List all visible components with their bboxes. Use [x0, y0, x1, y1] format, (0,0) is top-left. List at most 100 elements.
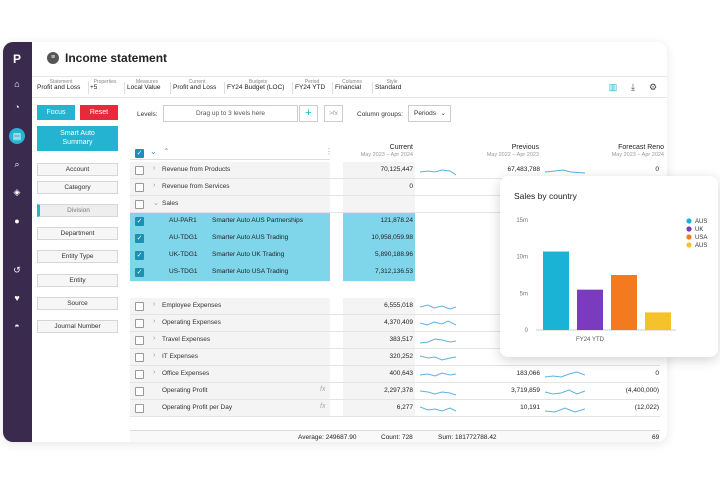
filter-division[interactable]: Division: [37, 204, 118, 217]
user-icon[interactable]: ●: [14, 216, 20, 226]
chevron-right-icon[interactable]: ›: [153, 165, 156, 172]
chevron-down-icon: ⌄: [440, 110, 446, 117]
row-label: IT Expenses: [162, 353, 199, 360]
gauge-icon[interactable]: ◓: [14, 321, 20, 331]
select-all-checkbox[interactable]: ✓: [135, 149, 144, 158]
row-checkbox[interactable]: [135, 166, 144, 175]
current-label: Current: [188, 79, 206, 85]
summary-button[interactable]: Smart Auto Summary: [37, 126, 118, 151]
levels-dropzone[interactable]: Drag up to 3 levels here: [163, 105, 298, 122]
row-checkbox[interactable]: [135, 370, 144, 379]
entity-name: Smarter Auto AUS Trading: [212, 234, 289, 241]
row-checkbox[interactable]: ✓: [135, 217, 144, 226]
table-row[interactable]: › Travel Expenses 383,517: [130, 332, 660, 349]
table-row[interactable]: ✓ UK-TDG1 Smarter Auto UK Trading 5,890,…: [130, 247, 660, 264]
selected-block-left: [130, 213, 330, 281]
report-icon[interactable]: ▤: [9, 128, 25, 144]
style-selector[interactable]: Style Standard: [375, 79, 409, 91]
row-checkbox[interactable]: [135, 353, 144, 362]
sidebar: P ⌂ ◔ ▤ ⌕ ◈ ● ↺ ♥ ◓: [3, 42, 32, 442]
table-row[interactable]: › IT Expenses 320,252: [130, 349, 660, 366]
columns-selector[interactable]: Columns Financial: [335, 79, 369, 91]
budgets-selector[interactable]: Budgets FY24 Budget (LOC): [227, 79, 289, 91]
col-previous-header[interactable]: Previous May 2022 – Apr 2023: [443, 144, 539, 158]
reset-button[interactable]: Reset: [80, 105, 118, 120]
statement-selector[interactable]: Statement Profit and Loss: [37, 79, 85, 91]
row-checkbox[interactable]: [135, 183, 144, 192]
entity-code: UK-TDG1: [169, 251, 198, 258]
row-checkbox[interactable]: ✓: [135, 268, 144, 277]
expand-all-icon[interactable]: ⌄: [150, 147, 157, 156]
column-groups-select[interactable]: Periods ⌄: [408, 105, 451, 122]
filter-journal-number[interactable]: Journal Number: [37, 320, 118, 333]
sparkline: [420, 390, 456, 396]
current-selector[interactable]: Current Profit and Loss: [173, 79, 221, 91]
sparkline: [545, 407, 585, 413]
col-current-header[interactable]: Current May 2023 – Apr 2024: [333, 144, 413, 158]
pie-chart-icon[interactable]: ◔: [14, 102, 20, 112]
row-forecast: (12,022): [634, 404, 659, 411]
table-row[interactable]: ⌄ Sales: [130, 196, 660, 213]
bar-aus: [543, 251, 569, 330]
chevron-right-icon[interactable]: ›: [153, 318, 156, 325]
chevron-right-icon[interactable]: ›: [153, 182, 156, 189]
search-icon[interactable]: ⌕: [14, 159, 20, 169]
add-level-button[interactable]: +: [299, 105, 318, 122]
legend-label: UK: [695, 227, 703, 233]
properties-selector[interactable]: Properties +5: [90, 79, 120, 91]
row-checkbox[interactable]: ✓: [135, 251, 144, 260]
chevron-down-icon[interactable]: ⌄: [153, 200, 159, 207]
filter-account[interactable]: Account: [37, 163, 118, 176]
table-row[interactable]: › Office Expenses 400,643 183,066 0: [130, 366, 660, 383]
chevron-right-icon[interactable]: ›: [153, 335, 156, 342]
chart-icon[interactable]: ▥: [608, 82, 618, 92]
summary-line1: Smart Auto: [60, 130, 95, 137]
sparkline: [545, 371, 585, 378]
statement-label: Statement: [49, 79, 73, 85]
filter-source[interactable]: Source: [37, 297, 118, 310]
sparkline: [420, 372, 456, 377]
history-icon[interactable]: ↺: [13, 265, 21, 275]
toolbar: Statement Profit and Loss Properties +5 Me…: [32, 76, 667, 98]
row-previous: 183,066: [516, 370, 541, 377]
row-forecast: 0: [655, 166, 659, 173]
table-row[interactable]: Operating Profit fx 2,297,378 3,719,859 …: [130, 383, 660, 400]
chevron-right-icon[interactable]: ›: [153, 301, 156, 308]
period-selector[interactable]: Period FY24 YTD: [295, 79, 329, 91]
heart-icon[interactable]: ♥: [14, 293, 20, 303]
collapse-all-icon[interactable]: ⌃: [163, 147, 170, 156]
table-row[interactable]: ✓ US-TDG1 Smarter Auto USA Trading 7,312…: [130, 264, 660, 281]
row-checkbox[interactable]: [135, 336, 144, 345]
chevron-right-icon[interactable]: ›: [153, 369, 156, 376]
row-checkbox[interactable]: [135, 200, 144, 209]
gear-icon[interactable]: ⚙: [648, 82, 658, 92]
filter-category[interactable]: Category: [37, 181, 118, 194]
filter-entity-type[interactable]: Entity Type: [37, 250, 118, 263]
col-forecast-header[interactable]: Forecast Reno May 2023 – Apr 2024: [568, 144, 664, 158]
sales-chart-popup[interactable]: Sales by country 0 5m 10m 15m FY24 YTD AUS UK U…: [500, 176, 718, 357]
row-checkbox[interactable]: ✓: [135, 234, 144, 243]
filter-department[interactable]: Department: [37, 227, 118, 240]
row-current: 383,517: [389, 336, 414, 343]
row-current: 320,252: [389, 353, 414, 360]
measures-selector[interactable]: Measures Local Value: [127, 79, 167, 91]
statement-value: Profit and Loss: [37, 84, 81, 91]
table-row[interactable]: › Operating Expenses 4,370,409: [130, 315, 660, 332]
home-icon[interactable]: ⌂: [14, 79, 20, 89]
row-checkbox[interactable]: [135, 387, 144, 396]
fx-button[interactable]: >fx: [324, 105, 343, 122]
table-row[interactable]: › Revenue from Products 70,125,447 67,48…: [130, 162, 660, 179]
focus-button[interactable]: Focus: [37, 105, 75, 120]
row-checkbox[interactable]: [135, 319, 144, 328]
table-row[interactable]: ✓ AU-TDG1 Smarter Auto AUS Trading 10,95…: [130, 230, 660, 247]
chevron-right-icon[interactable]: ›: [153, 352, 156, 359]
row-checkbox[interactable]: [135, 302, 144, 311]
table-row[interactable]: › Employee Expenses 6,555,018: [130, 298, 660, 315]
table-row[interactable]: Operating Profit per Day fx 6,277 10,191…: [130, 400, 660, 417]
tag-icon[interactable]: ◈: [13, 187, 21, 197]
filter-entity[interactable]: Entity: [37, 274, 118, 287]
download-icon[interactable]: ⤓: [631, 82, 635, 92]
row-checkbox[interactable]: [135, 404, 144, 413]
table-row[interactable]: ✓ AU-PAR1 Smarter Auto AUS Partnerships …: [130, 213, 660, 230]
drag-handle-icon[interactable]: ⋮: [325, 147, 333, 156]
